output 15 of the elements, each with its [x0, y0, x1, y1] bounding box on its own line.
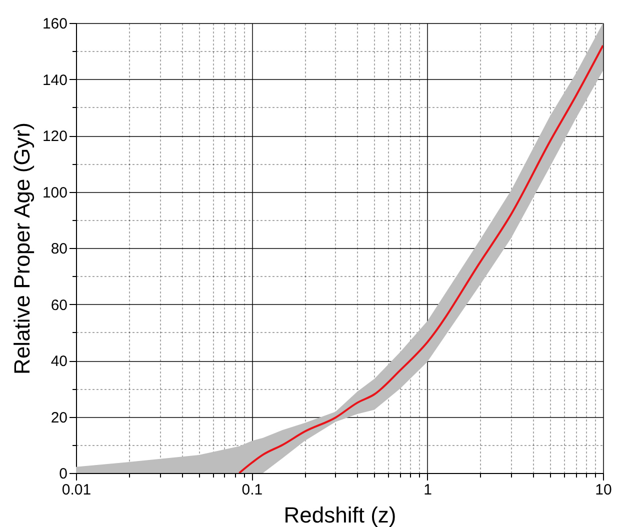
x-tick-label: 0.1 — [242, 482, 263, 498]
y-tick-label: 0 — [59, 466, 68, 482]
y-tick-label: 20 — [50, 409, 68, 426]
x-axis-title: Redshift (z) — [284, 502, 396, 527]
x-tick-label: 1 — [424, 482, 432, 498]
y-tick-label: 60 — [50, 296, 68, 314]
x-tick-label: 0.01 — [62, 482, 92, 498]
y-tick-label: 40 — [50, 353, 68, 370]
y-tick-label: 140 — [42, 72, 68, 89]
y-tick-label: 120 — [42, 128, 68, 145]
y-tick-label: 160 — [42, 16, 68, 32]
y-axis-title: Relative Proper Age (Gyr) — [9, 122, 34, 374]
x-tick-label: 10 — [595, 482, 612, 498]
y-tick-label: 80 — [50, 240, 68, 258]
y-tick-label: 100 — [42, 184, 68, 202]
